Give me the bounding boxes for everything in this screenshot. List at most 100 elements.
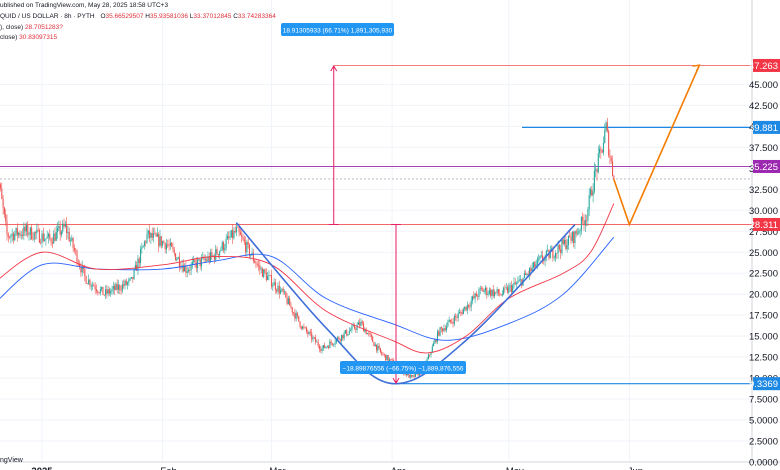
candle-body (348, 331, 350, 335)
ma2-value: 30.83097315 (19, 34, 58, 41)
candle-body (25, 225, 27, 232)
candle-body (252, 252, 254, 261)
candle-body (486, 287, 488, 295)
x-axis[interactable]: 2025 Feb Mar Apr May Jun (31, 466, 643, 470)
candle-body (60, 231, 62, 235)
candle-body (491, 289, 493, 296)
candle-body (89, 279, 91, 286)
candle-body (199, 259, 201, 267)
candle-body (160, 236, 162, 246)
candle-body (128, 279, 130, 283)
candle-body (40, 242, 42, 244)
candle-body (119, 285, 121, 291)
candle-body (245, 242, 247, 253)
candle-body (519, 279, 522, 281)
candle-body (474, 293, 476, 299)
candle-body (24, 226, 26, 232)
candle-body (609, 155, 611, 158)
candle-body (556, 253, 558, 254)
cup-curve (235, 222, 576, 385)
y-axis[interactable]: 0.00002.50005.00007.500010.00012.50015.0… (749, 80, 778, 469)
tradingview-logo[interactable]: ngView (0, 457, 23, 464)
candle-body (516, 283, 518, 284)
candle-body (229, 237, 231, 239)
candle-body (299, 321, 301, 327)
candle-body (466, 304, 468, 311)
candle-body (246, 241, 248, 253)
ma2-legend[interactable]: close) 30.83097315 (0, 34, 57, 41)
candle-body (493, 291, 496, 297)
candle-body (54, 233, 56, 241)
candle-body (350, 330, 352, 332)
candle-body (452, 322, 454, 324)
candle-body (374, 344, 376, 347)
candle-body (366, 333, 369, 335)
candle-body (455, 316, 457, 318)
candle-body (482, 288, 484, 292)
candle-body (190, 264, 192, 271)
candle-body (584, 220, 586, 226)
candle-body (575, 231, 577, 234)
candle-body (337, 337, 339, 340)
candle-body (212, 255, 214, 257)
candle-body (600, 148, 602, 150)
candle-body (492, 289, 494, 297)
candle-body (318, 345, 321, 350)
candle-body (352, 325, 354, 327)
candle-body (155, 233, 157, 237)
candle-body (103, 294, 105, 296)
candle-body (465, 306, 467, 311)
candle-body (29, 227, 31, 235)
candle-body (602, 143, 605, 153)
candle-body (333, 344, 335, 346)
candle-body (312, 337, 314, 340)
candle-body (107, 289, 109, 294)
candle-body (460, 311, 462, 313)
candle-body (278, 285, 280, 294)
annotation-lower: −18.89876556 (−66.75%) −1,889,876,556 (340, 361, 466, 374)
candle-body (610, 157, 612, 162)
candle-body (250, 255, 252, 257)
candle-body (220, 249, 222, 252)
candle-body (158, 233, 160, 247)
candle-body (427, 354, 429, 360)
candle-body (508, 286, 510, 293)
candle-body (47, 233, 50, 237)
publish-line: ublished on TradingView.com, May 28, 202… (0, 2, 169, 9)
candle-body (34, 232, 37, 234)
candle-body (71, 238, 73, 241)
candle-body (601, 149, 603, 153)
candle-body (593, 170, 595, 192)
candle-body (134, 264, 136, 270)
candle-body (413, 375, 415, 377)
candle-body (15, 227, 17, 234)
candle-body (525, 273, 527, 275)
candle-body (532, 262, 534, 268)
candle-body (527, 273, 529, 275)
candle-body (208, 256, 210, 262)
candle-body (23, 226, 25, 236)
candle-body (59, 226, 61, 235)
candle-body (303, 326, 305, 328)
candle-body (114, 286, 116, 291)
candle-body (449, 319, 451, 322)
ma1-legend[interactable]: ), close) 28.7051283? (0, 24, 63, 31)
ma-fast-line (0, 203, 615, 354)
candle-body (261, 268, 263, 277)
candle-body (168, 245, 170, 246)
candle-body (477, 296, 479, 298)
candle-body (167, 244, 169, 246)
candle-body (456, 317, 458, 318)
candle-body (221, 242, 223, 250)
candle-body (605, 122, 607, 131)
candle-body (291, 307, 293, 313)
candle-body (127, 282, 129, 285)
candle-body (171, 242, 173, 247)
candle-body (92, 284, 94, 286)
candle-body (388, 359, 391, 361)
candle-body (518, 279, 520, 282)
candle-body (578, 230, 580, 234)
candle-body (237, 226, 239, 228)
candle-body (191, 262, 193, 265)
